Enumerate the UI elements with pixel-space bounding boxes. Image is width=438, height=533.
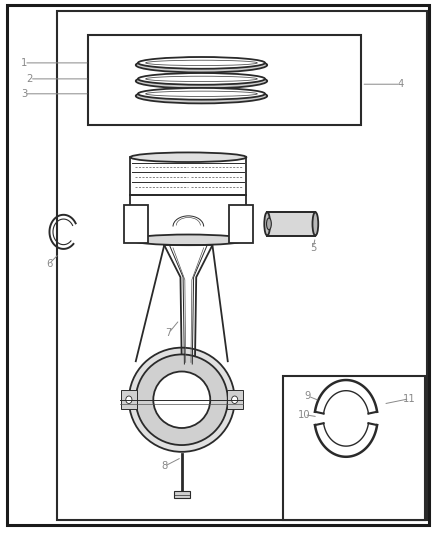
Bar — [121, 390, 137, 409]
Bar — [174, 491, 190, 498]
Ellipse shape — [312, 212, 318, 236]
Text: 6: 6 — [46, 259, 52, 269]
Bar — [227, 390, 243, 409]
Ellipse shape — [131, 235, 246, 245]
Text: 4: 4 — [398, 79, 404, 89]
Ellipse shape — [138, 57, 265, 69]
Ellipse shape — [129, 348, 235, 452]
Ellipse shape — [131, 152, 246, 162]
Ellipse shape — [126, 396, 132, 403]
Ellipse shape — [136, 88, 267, 103]
Ellipse shape — [232, 396, 238, 403]
Text: 11: 11 — [403, 394, 416, 403]
Ellipse shape — [138, 88, 265, 100]
Ellipse shape — [138, 73, 265, 85]
Bar — [283, 376, 425, 520]
Ellipse shape — [145, 76, 258, 82]
Polygon shape — [145, 365, 219, 377]
Ellipse shape — [145, 60, 258, 66]
Text: 9: 9 — [305, 391, 311, 401]
Text: 8: 8 — [161, 462, 167, 471]
Ellipse shape — [153, 372, 210, 428]
Ellipse shape — [145, 91, 258, 96]
Text: 5: 5 — [310, 243, 316, 253]
Text: 7: 7 — [166, 328, 172, 338]
Bar — [267, 212, 315, 236]
Text: 1: 1 — [21, 58, 27, 68]
Bar — [124, 205, 148, 243]
Text: 2: 2 — [27, 74, 33, 84]
Bar — [131, 195, 246, 240]
Ellipse shape — [264, 212, 270, 236]
Text: 10: 10 — [298, 410, 311, 419]
Text: 3: 3 — [21, 89, 27, 99]
Bar — [229, 205, 253, 243]
Ellipse shape — [266, 218, 271, 230]
Ellipse shape — [136, 354, 228, 445]
Bar — [57, 11, 427, 520]
Ellipse shape — [136, 74, 267, 88]
Ellipse shape — [136, 58, 267, 72]
Bar — [88, 35, 361, 125]
